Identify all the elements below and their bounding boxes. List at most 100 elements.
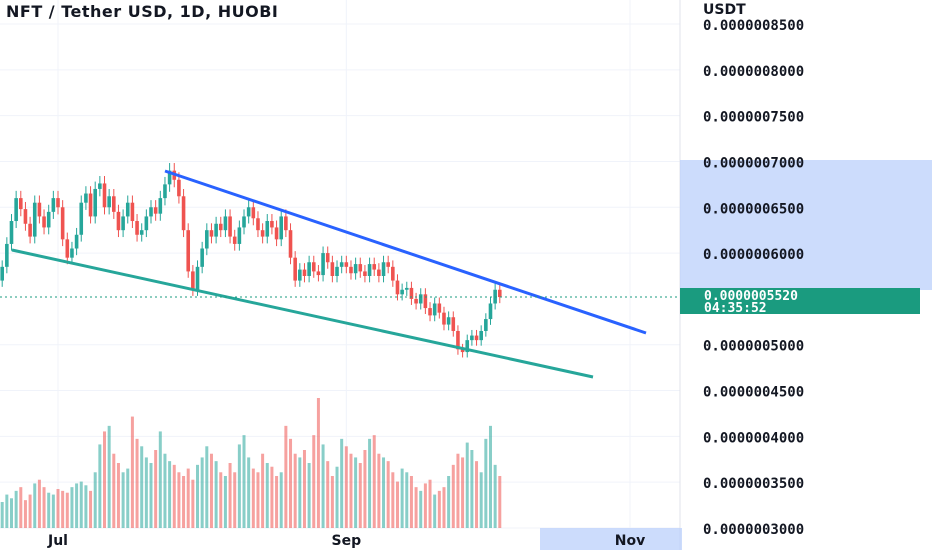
candle-body xyxy=(311,262,316,272)
volume-bar xyxy=(116,463,120,528)
candle-body xyxy=(191,271,195,290)
volume-bar xyxy=(121,472,125,528)
volume-bar xyxy=(126,468,130,528)
volume-bar xyxy=(456,453,460,528)
candle-body xyxy=(456,330,460,350)
volume-bar xyxy=(191,479,195,528)
volume-bar xyxy=(14,490,18,528)
volume-bar xyxy=(275,476,279,528)
volume-bar xyxy=(312,435,316,528)
candle-body xyxy=(37,202,42,217)
candle-body xyxy=(274,227,279,240)
volume-bar xyxy=(377,453,381,528)
volume-bar xyxy=(488,425,492,528)
volume-bar xyxy=(358,463,362,528)
candle-body xyxy=(484,319,488,331)
volume-bar xyxy=(289,438,293,528)
candle-body xyxy=(102,183,107,208)
candle-body xyxy=(60,207,65,240)
y-tick-label: 0.0000007500 xyxy=(703,110,804,126)
volume-bar xyxy=(214,461,218,528)
y-tick-label: 0.0000004000 xyxy=(703,430,804,446)
volume-bar xyxy=(177,472,181,528)
volume-bar xyxy=(144,457,148,528)
volume-bar xyxy=(335,466,339,528)
volume-bar xyxy=(237,444,241,528)
lower-trendline[interactable] xyxy=(11,248,594,379)
candle-body xyxy=(246,207,251,217)
candle-body xyxy=(125,202,130,217)
y-tick-label: 0.0000004500 xyxy=(703,385,804,401)
candle-body xyxy=(470,335,474,341)
candle-body xyxy=(135,221,139,235)
volume-bar xyxy=(61,490,65,528)
candle-body xyxy=(23,209,28,224)
volume-bar xyxy=(442,487,446,528)
last-price-value: 0.0000005520 xyxy=(704,289,798,304)
candle-body xyxy=(74,234,79,249)
x-tick-label: Nov xyxy=(615,533,645,549)
volume-bar xyxy=(89,490,93,528)
volume-bar xyxy=(103,431,107,528)
volume-bar xyxy=(93,472,97,528)
candle-body xyxy=(372,264,377,270)
volume-bar xyxy=(47,492,51,528)
volume-bar xyxy=(79,481,83,528)
candle-body xyxy=(130,202,135,222)
upper-trendline[interactable] xyxy=(164,169,647,335)
candle-body xyxy=(65,239,70,258)
volume-bar xyxy=(130,416,134,528)
volume-bar xyxy=(298,457,302,528)
candle-body xyxy=(279,216,284,240)
volume-bar xyxy=(270,466,274,528)
volume-bar xyxy=(419,490,423,528)
candle-body xyxy=(200,248,204,267)
volume-bar xyxy=(19,487,23,528)
candle-body xyxy=(93,188,98,217)
candle-body xyxy=(242,216,246,228)
candle-body xyxy=(321,253,325,276)
volume-bar xyxy=(261,453,265,528)
candle-body xyxy=(5,243,9,267)
volume-bar xyxy=(200,457,204,528)
volume-bar xyxy=(42,487,46,528)
volume-bar xyxy=(465,442,469,528)
volume-bar xyxy=(372,435,376,528)
candle-body xyxy=(209,230,214,237)
candle-body xyxy=(386,262,390,267)
volume-bar xyxy=(470,450,474,528)
candle-body xyxy=(339,262,344,267)
candlesticks xyxy=(0,163,502,358)
candle-body xyxy=(302,269,307,276)
volume-bar xyxy=(28,494,32,528)
candle-body xyxy=(98,183,102,189)
candle-body xyxy=(186,230,191,272)
candle-body xyxy=(70,248,74,258)
candle-body xyxy=(377,269,381,276)
candle-body xyxy=(391,266,395,281)
candle-body xyxy=(460,349,465,353)
volume-bar xyxy=(428,479,432,528)
y-axis[interactable]: 0.0000008500 0.0000008000 0.0000007500 0.00… xyxy=(703,18,804,538)
volume-bar xyxy=(233,472,237,528)
volume-bar xyxy=(154,450,158,528)
volume-bar xyxy=(75,483,79,528)
volume-bar xyxy=(196,464,200,528)
candle-body xyxy=(214,223,218,237)
candle-body xyxy=(9,221,14,244)
candle-body xyxy=(418,294,423,304)
candle-body xyxy=(284,216,288,231)
candle-body xyxy=(88,193,93,217)
candle-body xyxy=(298,269,302,281)
volume-bar xyxy=(228,463,232,528)
volume-bar xyxy=(251,468,255,528)
candle-body xyxy=(228,216,232,237)
volume-bar xyxy=(9,498,13,528)
candle-body xyxy=(18,198,23,210)
volume-bar xyxy=(209,453,213,528)
x-axis[interactable]: Jul Sep Nov xyxy=(47,533,645,549)
x-range-highlight xyxy=(540,528,682,550)
candle-body xyxy=(218,223,223,231)
candle-body xyxy=(432,303,437,316)
